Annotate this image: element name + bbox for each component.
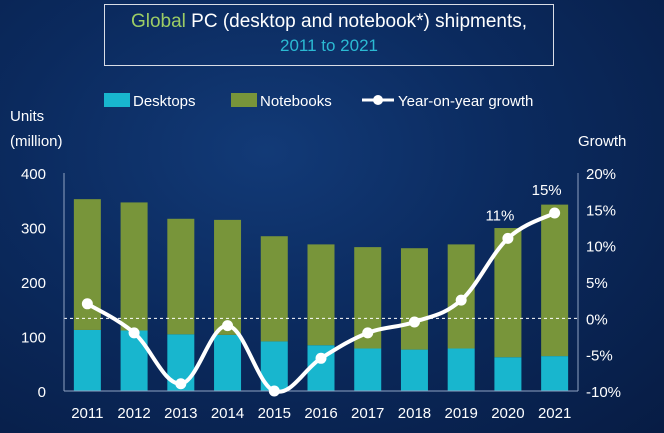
x-tick-label: 2012 [117,405,150,422]
left-axis-title-line1: Units [10,108,44,125]
growth-point [128,327,140,339]
bar-notebooks [400,248,428,350]
growth-point [502,232,514,244]
data-label: 11% [485,207,514,224]
x-tick-label: 2014 [211,405,244,422]
x-tick-label: 2021 [538,405,571,422]
bar-notebooks [214,219,242,335]
data-label: 15% [532,182,562,199]
bar-desktops [541,356,569,391]
x-tick-label: 2016 [304,405,337,422]
growth-point [549,207,561,219]
x-tick-label: 2019 [444,405,477,422]
bar-desktops [354,348,382,391]
left-y-axis: 0 100 200 300 400 [21,166,46,401]
x-axis: 2011 2012 2013 2014 2015 2016 2017 2018 2019 2020… [71,405,571,422]
chart-title: Global PC (desktop and notebook*) shipme… [105,10,553,34]
growth-point [175,378,187,390]
y-tick-label: 400 [21,166,46,183]
x-tick-label: 2017 [351,405,384,422]
y2-tick-label: -5% [586,348,613,365]
legend-desktops-swatch [104,93,130,107]
growth-point [268,385,280,397]
growth-point [315,352,327,364]
x-tick-label: 2011 [71,405,103,422]
x-tick-label: 2018 [398,405,431,422]
chart-title-box: Global PC (desktop and notebook*) shipme… [104,4,554,66]
growth-point [362,327,374,339]
legend: Desktops Notebooks Year-on-year growth [104,93,533,110]
bar-notebooks [307,244,335,346]
bar-desktops [73,329,101,391]
y-tick-label: 300 [21,221,46,238]
bar-notebooks [260,236,288,342]
y-tick-label: 0 [38,384,46,401]
y2-tick-label: 15% [586,202,616,219]
bar-notebooks [167,218,195,335]
legend-notebooks-label: Notebooks [260,93,332,110]
bar-notebooks [120,202,148,331]
bar-desktops [494,357,522,391]
x-tick-label: 2013 [164,405,197,422]
growth-point [81,298,93,310]
chart-title-accent: Global [130,11,186,32]
left-axis-title-line2: (million) [10,133,63,150]
bar-desktops [120,330,148,391]
y2-tick-label: 10% [586,239,616,256]
legend-growth-marker [373,95,383,105]
y-tick-label: 200 [21,275,46,292]
growth-point [222,320,234,332]
growth-line-layer [81,207,561,397]
bar-desktops [447,348,475,391]
legend-growth-label: Year-on-year growth [398,93,533,110]
x-tick-label: 2015 [258,405,291,422]
chart-title-rest: PC (desktop and notebook*) shipments, [191,11,528,32]
y-tick-label: 100 [21,330,46,347]
y2-tick-label: -10% [586,384,621,401]
growth-point [455,294,467,306]
right-y-axis: 20% 15% 10% 5% 0% -5% -10% [586,166,621,401]
annotations-layer: 11% 15% [485,182,561,224]
x-tick-label: 2020 [491,405,524,422]
bar-desktops [400,349,428,391]
legend-desktops-label: Desktops [133,93,196,110]
growth-point [408,316,420,328]
chart-subtitle: 2011 to 2021 [280,36,378,55]
right-axis-title: Growth [578,133,626,150]
growth-line [86,211,556,394]
y2-tick-label: 0% [586,311,608,328]
y2-tick-label: 5% [586,275,608,292]
bar-notebooks [541,204,569,357]
legend-notebooks-swatch [231,93,257,107]
bar-desktops [214,334,242,391]
y2-tick-label: 20% [586,166,616,183]
